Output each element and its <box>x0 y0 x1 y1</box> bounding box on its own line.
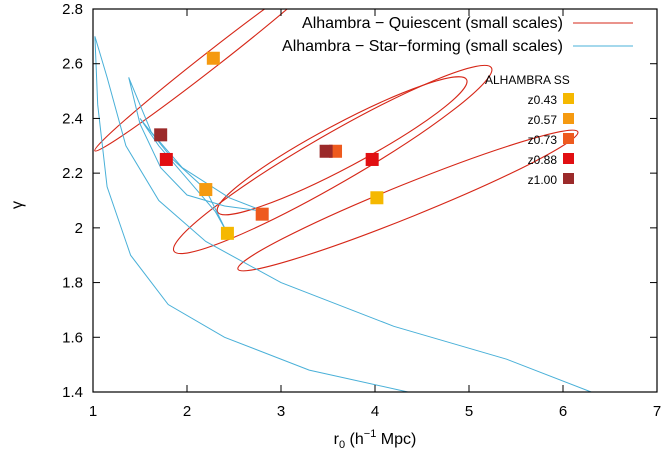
x-tick-label: 1 <box>89 403 97 420</box>
quiescent-contour <box>237 129 579 272</box>
legend-label-star-forming: Alhambra − Star−forming (small scales) <box>282 38 563 55</box>
star-forming-point-z100 <box>154 128 168 142</box>
marker-legend-label: z0.43 <box>528 93 558 107</box>
y-tick-label: 1.4 <box>62 384 83 401</box>
legend-label-quiescent: Alhambra − Quiescent (small scales) <box>302 15 563 32</box>
marker-legend-swatch <box>563 133 574 144</box>
quiescent-contour <box>94 9 333 152</box>
star-forming-contour <box>94 36 409 392</box>
marker-legend-label: z0.88 <box>528 153 558 167</box>
marker-legend-swatch <box>563 113 574 124</box>
y-tick-label: 2 <box>75 220 83 237</box>
quiescent-point-z100 <box>319 144 333 158</box>
marker-legend-swatch <box>563 93 574 104</box>
star-forming-point-z043 <box>220 226 234 240</box>
y-tick-label: 1.8 <box>62 275 83 292</box>
marker-legend-swatch <box>563 173 574 184</box>
y-tick-labels: 1.4 1.6 1.8 2 2.2 2.4 2.6 2.8 <box>62 1 83 401</box>
y-tick-label: 2.4 <box>62 110 83 127</box>
star-forming-contour <box>128 77 265 212</box>
star-forming-point-z088 <box>159 152 173 166</box>
x-tick-labels: 1 2 3 4 5 6 7 <box>89 403 661 420</box>
x-tick-label: 6 <box>559 403 567 420</box>
quiescent-point-z057 <box>206 51 220 65</box>
marker-legend-label: z0.57 <box>528 113 558 127</box>
quiescent-point-z088 <box>365 152 379 166</box>
legend: Alhambra − Quiescent (small scales) Alha… <box>282 15 633 55</box>
star-forming-point-z073 <box>255 207 269 221</box>
y-axis-label: γ <box>9 201 26 209</box>
marker-legend-label: z0.73 <box>528 133 558 147</box>
star-forming-contour <box>94 36 592 392</box>
x-axis-label: r0 (h−1 Mpc) <box>334 428 417 451</box>
data-markers <box>154 51 384 240</box>
quiescent-contour <box>216 76 468 216</box>
x-tick-label: 7 <box>653 403 661 420</box>
axis-ticks <box>92 8 658 393</box>
marker-legend-swatch <box>563 153 574 164</box>
contour-lines <box>94 9 592 392</box>
x-tick-label: 5 <box>465 403 473 420</box>
marker-legend: ALHAMBRA SS z0.43 z0.57 z0.73 z0.88 z1.00 <box>485 73 574 187</box>
quiescent-contour <box>172 64 493 255</box>
x-tick-label: 2 <box>183 403 191 420</box>
marker-legend-title: ALHAMBRA SS <box>485 73 570 87</box>
y-tick-label: 1.6 <box>62 329 83 346</box>
x-tick-label: 3 <box>277 403 285 420</box>
marker-legend-label: z1.00 <box>528 173 558 187</box>
y-tick-label: 2.2 <box>62 165 83 182</box>
y-tick-label: 2.8 <box>62 1 83 18</box>
star-forming-contour <box>139 118 228 234</box>
star-forming-point-z057 <box>199 183 213 197</box>
y-tick-label: 2.6 <box>62 56 83 73</box>
x-tick-label: 4 <box>371 403 379 420</box>
quiescent-point-z043 <box>370 191 384 205</box>
